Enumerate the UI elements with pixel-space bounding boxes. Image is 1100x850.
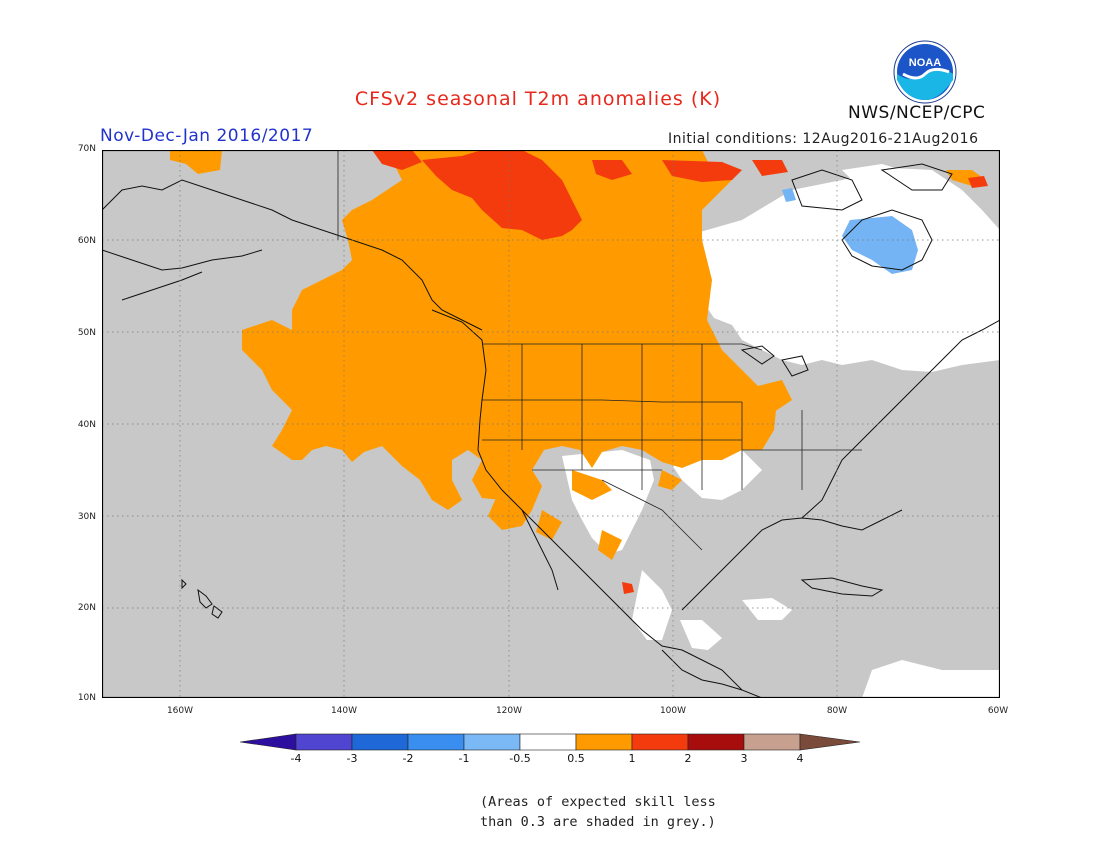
map-frame (102, 150, 1000, 698)
colorbar-tick-label: -4 (290, 752, 302, 765)
lon-label: 60W (987, 706, 1009, 716)
lat-label: 20N (77, 603, 96, 613)
lat-label: 60N (77, 236, 96, 246)
colorbar-tick-label: -0.5 (509, 752, 531, 765)
political-borders (337, 150, 862, 551)
red-anomaly-areas (372, 150, 988, 594)
skill-note-line: (Areas of expected skill less (480, 794, 716, 810)
colorbar-swatch (743, 733, 801, 751)
colorbar-tick-label: 2 (684, 752, 692, 765)
agency-label: NWS/NCEP/CPC (848, 103, 986, 123)
colorbar-tick-label: -1 (458, 752, 470, 765)
lat-label: 70N (77, 144, 96, 154)
colorbar-tick-label: -2 (402, 752, 414, 765)
colorbar (240, 733, 861, 751)
colorbar-swatch-min (240, 733, 297, 751)
skill-note-line: than 0.3 are shaded in grey.) (480, 814, 716, 830)
colorbar-tick-label: -3 (346, 752, 358, 765)
colorbar-swatch (631, 733, 689, 751)
colorbar-swatch (687, 733, 745, 751)
colorbar-tick-label: 0.5 (567, 752, 585, 765)
colorbar-swatch (463, 733, 521, 751)
colorbar-swatch (407, 733, 465, 751)
noaa-logo: NOAA (893, 40, 957, 104)
colorbar-swatch-max (799, 733, 861, 751)
lon-label: 140W (330, 706, 358, 716)
lat-lon-grid (102, 150, 1000, 698)
colorbar-tick-label: 1 (628, 752, 636, 765)
lat-label: 10N (77, 693, 96, 703)
colorbar-tick-label: 4 (796, 752, 804, 765)
season-label: Nov-Dec-Jan 2016/2017 (100, 126, 314, 146)
lon-label: 100W (659, 706, 687, 716)
cold-anomaly-areas (782, 188, 918, 274)
initial-conditions-label: Initial conditions: 12Aug2016-21Aug2016 (668, 131, 979, 147)
map-title: CFSv2 seasonal T2m anomalies (K) (354, 88, 722, 110)
colorbar-swatch (351, 733, 409, 751)
lat-label: 50N (77, 328, 96, 338)
colorbar-swatch (519, 733, 577, 751)
lat-label: 40N (77, 420, 96, 430)
lon-label: 80W (826, 706, 848, 716)
colorbar-swatch (575, 733, 633, 751)
colorbar-tick-label: 3 (740, 752, 748, 765)
anomaly-map (102, 150, 1000, 698)
logo-text: NOAA (909, 57, 941, 69)
lat-label: 30N (77, 512, 96, 522)
lon-label: 120W (495, 706, 523, 716)
skill-note: (Areas of expected skill less than 0.3 a… (480, 792, 740, 832)
colorbar-swatch (295, 733, 353, 751)
lon-label: 160W (166, 706, 194, 716)
coastlines (102, 163, 1000, 698)
